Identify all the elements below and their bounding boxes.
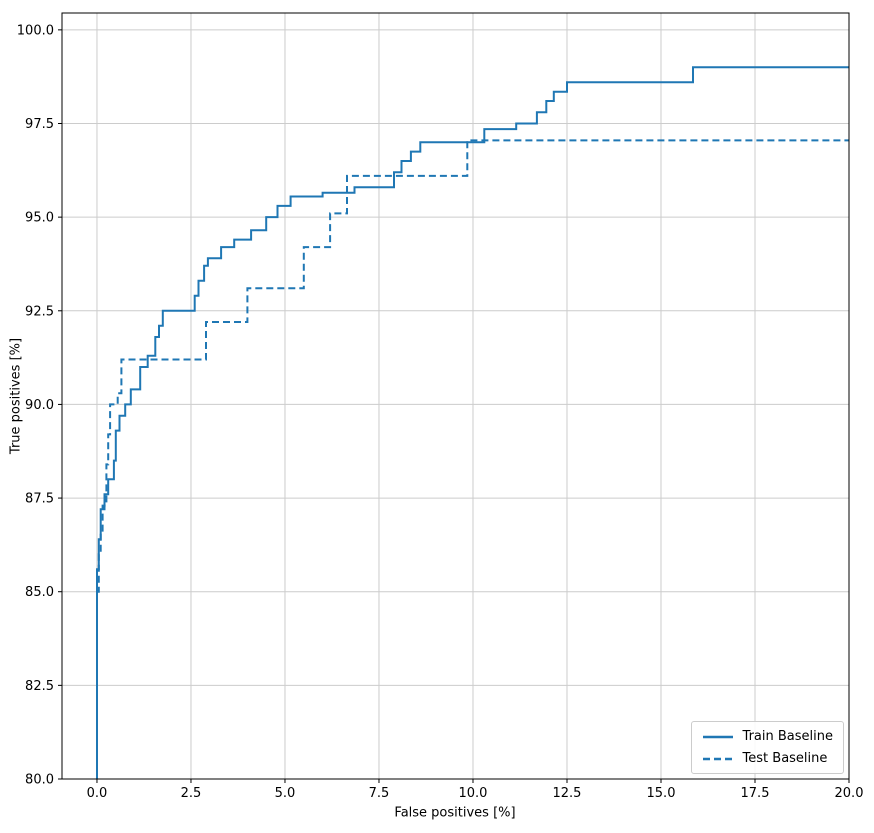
y-tick-label: 100.0	[17, 23, 54, 38]
x-tick-label: 2.5	[181, 786, 202, 801]
y-tick-label: 97.5	[25, 117, 54, 132]
y-tick-label: 82.5	[25, 679, 54, 694]
x-tick-label: 12.5	[553, 786, 582, 801]
x-tick-label: 7.5	[369, 786, 390, 801]
axes-frame	[61, 12, 850, 780]
y-axis-label: True positives [%]	[8, 337, 24, 455]
x-tick-label: 15.0	[647, 786, 676, 801]
legend-label-test: Test Baseline	[742, 751, 828, 766]
legend-entry-test: Test Baseline	[702, 751, 833, 766]
series-line-dashed	[96, 139, 849, 779]
x-tick-label: 0.0	[87, 786, 108, 801]
dashed-line-sample-icon	[702, 757, 733, 760]
y-tick-label: 85.0	[25, 585, 54, 600]
x-tick-label: 20.0	[835, 786, 864, 801]
x-tick-label: 17.5	[741, 786, 770, 801]
y-tick-label: 92.5	[25, 304, 54, 319]
legend-entry-train: Train Baseline	[702, 729, 833, 744]
legend: Train Baseline Test Baseline	[690, 721, 844, 774]
x-tick-label: 5.0	[275, 786, 296, 801]
y-tick-label: 95.0	[25, 211, 54, 226]
y-tick-label: 87.5	[25, 492, 54, 507]
series-line-solid	[96, 66, 849, 779]
y-tick-label: 80.0	[25, 773, 54, 788]
legend-label-train: Train Baseline	[742, 729, 833, 744]
x-axis-label: False positives [%]	[394, 805, 516, 821]
y-tick-label: 90.0	[25, 398, 54, 413]
x-tick-label: 10.0	[459, 786, 488, 801]
solid-line-sample-icon	[702, 735, 733, 738]
